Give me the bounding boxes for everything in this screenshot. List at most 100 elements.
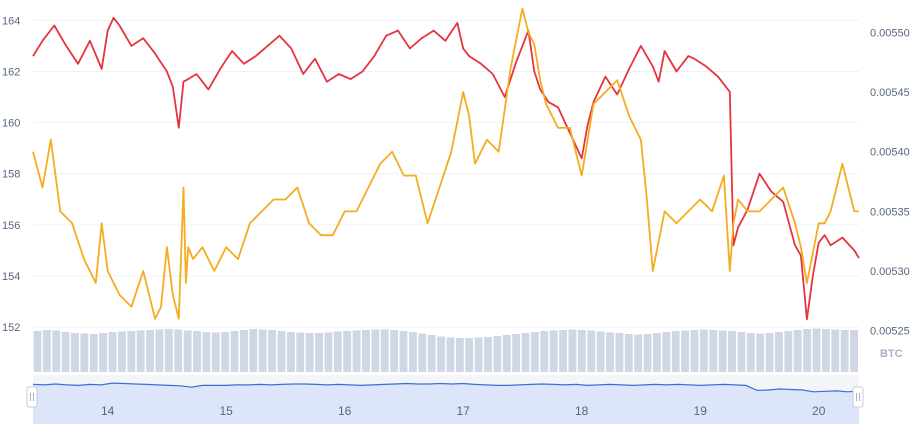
- x-tick-label: 18: [575, 404, 589, 418]
- volume-bar: [812, 328, 821, 372]
- volume-bar: [756, 333, 765, 372]
- volume-bar: [653, 333, 661, 372]
- x-tick-label: 19: [694, 404, 708, 418]
- volume-bar: [174, 329, 183, 372]
- volume-bar: [718, 330, 727, 372]
- x-tick-label: 16: [338, 404, 352, 418]
- volume-bar: [662, 332, 671, 372]
- volume-bar: [681, 330, 690, 372]
- right-tick-label: 0.00540: [870, 147, 910, 159]
- volume-bar: [643, 334, 652, 372]
- range-navigator[interactable]: [26, 375, 864, 424]
- volume-bar: [183, 330, 192, 372]
- volume-bar: [193, 331, 201, 372]
- volume-bar: [108, 332, 117, 372]
- volume-bar: [850, 330, 858, 372]
- left-axis: 152 154 156 158 160 162 164: [2, 15, 20, 334]
- volume-bar: [80, 333, 89, 372]
- x-tick-label: 17: [457, 404, 471, 418]
- volume-bar: [352, 330, 361, 372]
- volume-bar: [343, 331, 352, 372]
- volume-bar: [437, 336, 445, 372]
- left-tick-label: 154: [2, 271, 20, 283]
- right-tick-label: 0.00525: [870, 326, 910, 338]
- volume-bar: [380, 329, 389, 372]
- volume-bar: [221, 332, 230, 372]
- volume-bar: [446, 337, 455, 372]
- volume-bar: [568, 329, 577, 372]
- volume-bar: [596, 331, 605, 372]
- volume-bar: [671, 331, 680, 372]
- volume-bar: [690, 330, 699, 372]
- volume-bar: [606, 332, 614, 372]
- volume-bar: [615, 333, 624, 372]
- volume-bar: [831, 329, 840, 372]
- volume-bar: [89, 334, 98, 372]
- volume-bar: [305, 333, 314, 372]
- right-tick-label: 0.00550: [870, 27, 910, 39]
- volume-bar: [540, 331, 549, 372]
- volume-bar: [362, 330, 370, 372]
- volume-bar: [42, 330, 51, 372]
- volume-bar: [277, 331, 286, 372]
- volume-bar: [502, 335, 511, 372]
- volume-bar: [512, 334, 521, 372]
- volume-bar: [530, 332, 539, 372]
- volume-bar: [549, 330, 558, 372]
- volume-bar: [268, 330, 277, 372]
- left-tick-label: 158: [2, 169, 20, 181]
- right-tick-label: 0.00530: [870, 266, 910, 278]
- volume-bar: [230, 331, 239, 372]
- left-tick-label: 160: [2, 118, 20, 130]
- volume-bar: [577, 330, 586, 372]
- volume-bar: [333, 331, 342, 372]
- volume-bar: [399, 331, 408, 372]
- volume-bar: [249, 329, 258, 372]
- volume-bar: [465, 338, 474, 372]
- volume-bar: [521, 333, 530, 372]
- volume-bar: [427, 335, 436, 372]
- volume-bar: [136, 330, 145, 372]
- volume-bar: [493, 336, 502, 372]
- volume-bar: [61, 332, 70, 372]
- volume-bar: [240, 330, 248, 372]
- volume-bar: [202, 332, 211, 372]
- volume-bar: [315, 333, 323, 372]
- volume-bar: [390, 330, 399, 372]
- volume-bar: [634, 334, 643, 372]
- left-tick-label: 164: [2, 15, 20, 27]
- volume-bar: [99, 333, 108, 372]
- volume-bar: [164, 329, 173, 372]
- volume-bar: [324, 332, 333, 372]
- volume-bar: [71, 333, 79, 372]
- volume-bar: [155, 329, 164, 372]
- volume-bar: [296, 332, 305, 372]
- volume-bars: [33, 328, 858, 372]
- volume-bar: [258, 329, 267, 372]
- navigator-handle-right[interactable]: [852, 386, 864, 408]
- volume-bar: [699, 329, 708, 372]
- navigator-handle-left[interactable]: [26, 386, 38, 408]
- volume-bar: [793, 330, 802, 372]
- volume-bar: [146, 330, 155, 372]
- volume-bar: [117, 331, 126, 372]
- volume-bar: [408, 332, 417, 372]
- right-tick-label: 0.00535: [870, 206, 910, 218]
- volume-bar: [52, 330, 61, 372]
- volume-bar: [821, 329, 830, 372]
- volume-bar: [474, 337, 483, 372]
- left-tick-label: 152: [2, 322, 20, 334]
- right-axis-unit-label: BTC: [880, 348, 903, 360]
- volume-bar: [775, 332, 783, 372]
- left-tick-label: 162: [2, 66, 20, 78]
- volume-bar: [765, 333, 774, 372]
- volume-bar: [728, 331, 736, 372]
- x-axis: 14 15 16 17 18 19 20: [101, 404, 826, 418]
- volume-bar: [455, 338, 464, 372]
- gridlines: [33, 19, 859, 328]
- volume-bar: [418, 333, 427, 372]
- navigator-area: [33, 383, 859, 424]
- volume-bar: [803, 329, 812, 372]
